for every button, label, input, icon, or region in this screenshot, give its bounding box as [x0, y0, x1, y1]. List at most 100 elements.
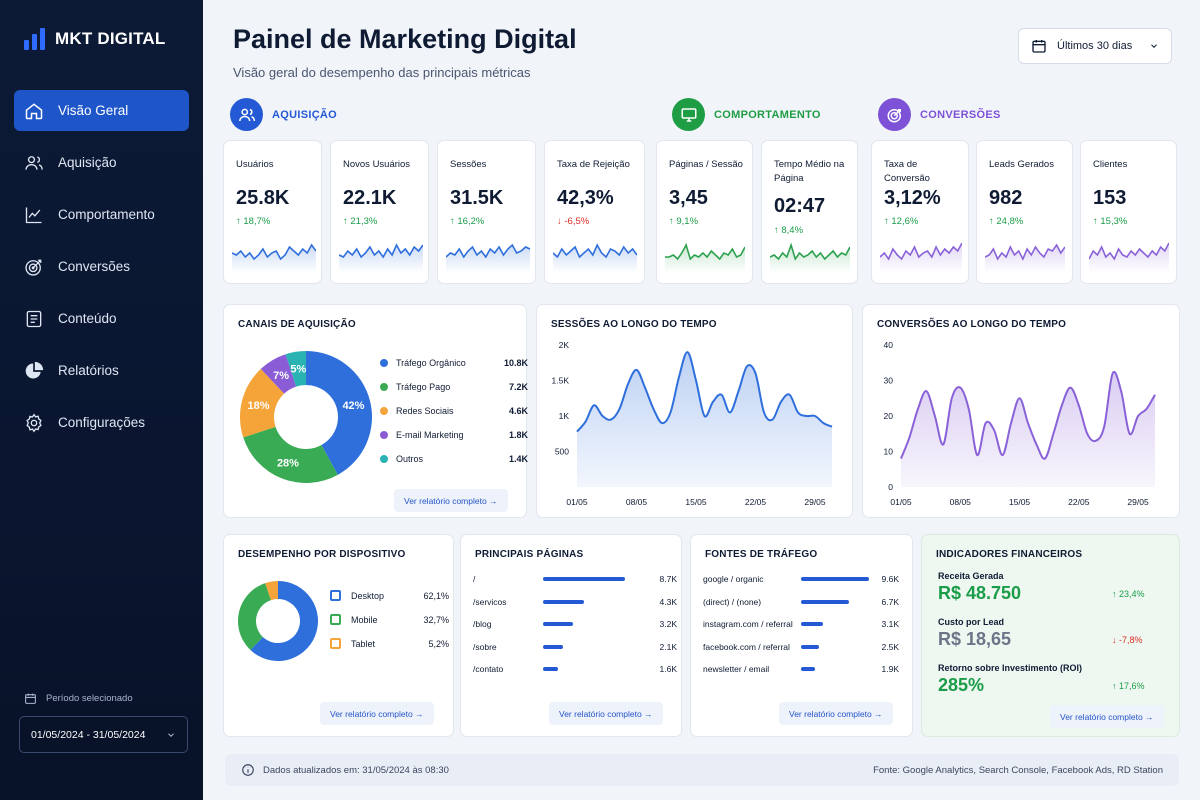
sparkline-line [446, 243, 530, 259]
row-label: (direct) / (none) [703, 596, 762, 607]
canais-report-link[interactable]: Ver relatório completo → [394, 489, 508, 512]
kpi-card-taxa-conversao[interactable]: Taxa de Conversão 3,12% ↑ 12,6% [871, 140, 969, 284]
legend-label: Tráfego Pago [396, 382, 451, 392]
table-row[interactable]: / 8.7K [473, 572, 683, 586]
sparkline-area [1089, 243, 1169, 273]
legend-value: 62,1% [423, 590, 449, 601]
home-icon [25, 102, 43, 119]
kpi-value: 25.8K [236, 187, 290, 209]
kpi-sparkline [446, 243, 530, 273]
card-title: INDICADORES FINANCEIROS [936, 549, 1083, 560]
kpi-change: ↑ 15,3% [1093, 216, 1128, 227]
kpi-card-sessoes[interactable]: Sessões 31.5K ↑ 16,2% [437, 140, 536, 284]
sessoes-card: SESSÕES AO LONGO DO TEMPO 500 1K 1.5K 2K 01/… [536, 304, 853, 518]
legend-value: 10.8K [503, 358, 528, 368]
kpi-label: Sessões [450, 159, 487, 170]
row-bar [801, 644, 820, 649]
card-title: CONVERSÕES AO LONGO DO TEMPO [877, 319, 1067, 330]
row-bar [801, 667, 815, 671]
table-row[interactable]: /sobre 2.1K [473, 640, 683, 654]
table-row[interactable]: facebook.com / referral 2.5K [703, 640, 899, 654]
row-bar-track [543, 667, 653, 671]
row-value: 1.6K [659, 664, 678, 674]
main-content: Painel de Marketing Digital Visão geral … [203, 0, 1200, 800]
sidebar-item-relatorios[interactable]: Relatórios [14, 350, 189, 391]
row-label: google / organic [703, 574, 764, 584]
legend-swatch [380, 359, 388, 367]
legend-label: Mobile [351, 614, 378, 625]
donut-slice-label: 18% [248, 400, 270, 412]
sidebar-item-comportamento[interactable]: Comportamento [14, 194, 189, 235]
legend-item: Tablet 5,2% [330, 638, 449, 649]
kpi-card-leads-gerados[interactable]: Leads Gerados 982 ↑ 24,8% [976, 140, 1073, 284]
y-tick-label: 20 [884, 411, 894, 421]
row-bar-track [543, 599, 653, 604]
series-area [577, 352, 832, 487]
canais-card: CANAIS DE AQUISIÇÃO 42% 28% 18% 7% 5% Tráfeg… [223, 304, 528, 518]
sidebar-item-conteudo[interactable]: Conteúdo [14, 298, 189, 339]
monitor-icon [672, 98, 705, 131]
card-title: FONTES DE TRÁFEGO [705, 549, 818, 560]
table-row[interactable]: google / organic 9.6K [703, 572, 899, 586]
y-tick-label: 30 [884, 376, 894, 386]
brand[interactable]: MKT DIGITAL [24, 28, 165, 50]
kpi-label: Clientes [1093, 159, 1128, 170]
sidebar: MKT DIGITAL Visão Geral Aquisição Compor… [0, 0, 203, 800]
gear-icon [26, 412, 42, 433]
row-bar-track [801, 622, 876, 626]
paginas-report-link[interactable]: Ver relatório completo → [549, 702, 663, 725]
x-tick-label: 08/05 [626, 497, 648, 507]
kpi-card-usuarios[interactable]: Usuários 25.8K ↑ 18,7% [223, 140, 322, 284]
kpi-card-novos-usuarios[interactable]: Novos Usuários 22.1K ↑ 21,3% [330, 140, 429, 284]
kpi-label: Leads Gerados [989, 159, 1054, 170]
series-area [901, 371, 1155, 487]
table-row[interactable]: instagram.com / referral 3.1K [703, 617, 899, 631]
sparkline-area [880, 243, 962, 273]
table-row[interactable]: /servicos 4.3K [473, 595, 683, 609]
fin-label: Custo por Lead [938, 617, 1005, 627]
sidebar-item-aquisicao[interactable]: Aquisição [14, 142, 189, 183]
sidebar-item-conversoes[interactable]: Conversões [14, 246, 189, 287]
legend-value: 32,7% [423, 614, 449, 625]
kpi-label: Tempo Médio na Página [774, 159, 845, 184]
date-range-select[interactable]: Últimos 30 dias [1018, 28, 1172, 64]
legend-item: Mobile 32,7% [330, 614, 449, 625]
period-select[interactable]: 01/05/2024 - 31/05/2024 [19, 716, 188, 753]
kpi-sparkline [1089, 242, 1169, 273]
table-row[interactable]: newsletter / email 1.9K [703, 662, 899, 676]
page-title: Painel de Marketing Digital [233, 24, 577, 54]
table-row[interactable]: /blog 3.2K [473, 617, 683, 631]
donut-slice [240, 368, 285, 438]
conversoes-card: CONVERSÕES AO LONGO DO TEMPO 0 10 20 30 40 01… [862, 304, 1180, 518]
row-label: facebook.com / referral [703, 641, 790, 652]
fin-value: R$ 18,65 [938, 629, 1012, 649]
users-icon [230, 98, 263, 131]
calendar-icon [1032, 40, 1046, 53]
fontes-report-link[interactable]: Ver relatório completo → [779, 702, 893, 725]
table-row[interactable]: (direct) / (none) 6.7K [703, 595, 899, 609]
fin-change: ↑ 17,6% [1112, 681, 1145, 691]
legend-item: E-mail Marketing 1.8K [380, 430, 528, 440]
sidebar-item-label: Conversões [58, 259, 131, 274]
donut-slice [265, 581, 278, 601]
kpi-card-paginas-sessao[interactable]: Páginas / Sessão 3,45 ↑ 9,1% [656, 140, 753, 284]
financeiro-report-link[interactable]: Ver relatório completo → [1050, 705, 1164, 728]
legend-item: Desktop 62,1% [330, 590, 449, 601]
row-label: /contato [473, 664, 504, 674]
kpi-card-taxa-rejeicao[interactable]: Taxa de Rejeição 42,3% ↓ -6,5% [544, 140, 645, 284]
row-bar [543, 644, 563, 649]
kpi-card-tempo-medio[interactable]: Tempo Médio na Página 02:47 ↑ 8,4% [761, 140, 858, 284]
legend-value: 5,2% [428, 638, 449, 649]
dispositivo-report-link[interactable]: Ver relatório completo → [320, 702, 434, 725]
y-tick-label: 500 [555, 447, 569, 457]
table-row[interactable]: /contato 1.6K [473, 662, 683, 676]
legend-label: Tablet [351, 638, 376, 649]
kpi-card-clientes[interactable]: Clientes 153 ↑ 15,3% [1080, 140, 1177, 284]
donut-slice [285, 351, 306, 387]
sidebar-item-visao-geral[interactable]: Visão Geral [14, 90, 189, 131]
sparkline-line [553, 243, 637, 259]
legend-label: Redes Sociais [396, 406, 454, 416]
legend-value: 7.2K [508, 382, 528, 392]
row-value: 4.3K [659, 596, 678, 607]
sidebar-item-configuracoes[interactable]: Configurações [14, 402, 189, 443]
